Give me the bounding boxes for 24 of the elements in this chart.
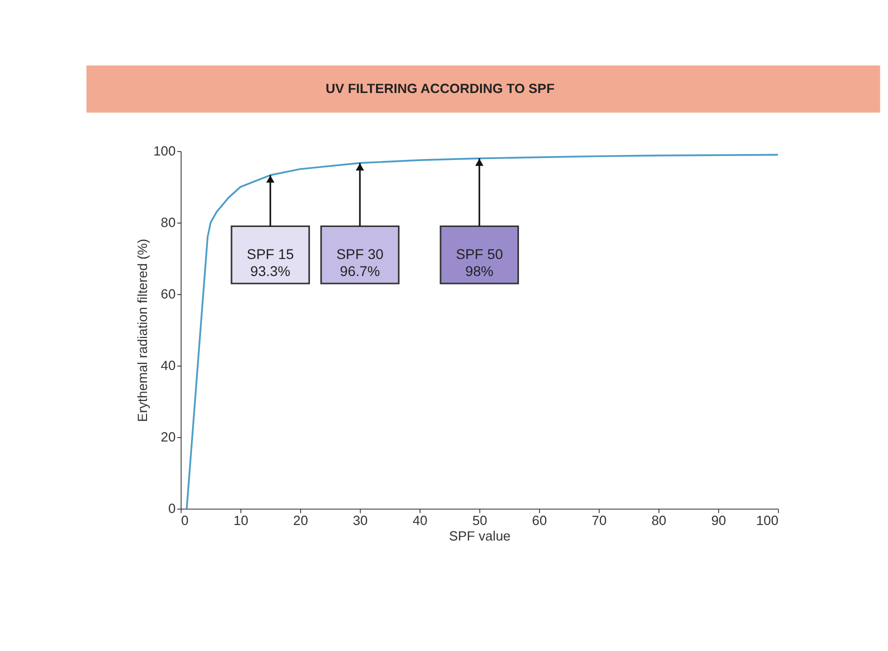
x-tick-label: 0 (181, 512, 189, 528)
x-tick-label: 40 (412, 512, 428, 528)
y-tick-label: 60 (160, 286, 176, 302)
x-tick-label: 60 (532, 512, 547, 528)
y-tick-label: 100 (153, 144, 176, 159)
chart-title: UV FILTERING ACCORDING TO SPF (326, 81, 554, 96)
annotation: SPF 30 96.7% (336, 246, 384, 280)
x-tick-label: 100 (756, 512, 778, 528)
x-tick-label: 90 (711, 512, 726, 528)
x-tick-label: 50 (472, 512, 488, 528)
y-tick-label: 0 (168, 501, 176, 516)
x-tick-label: 20 (293, 512, 308, 528)
x-tick-label: 30 (352, 512, 368, 528)
y-tick-label: 20 (160, 430, 176, 445)
x-axis-title: SPF value (448, 528, 511, 544)
y-axis-title: Erythemal radiation filtered (%) (135, 238, 150, 422)
annotation: SPF 50 98% (456, 246, 504, 280)
line-series (186, 154, 779, 510)
y-tick-label: 40 (160, 358, 176, 374)
annotation: SPF 15 93.3% (246, 246, 294, 280)
y-tick-label: 80 (160, 215, 176, 230)
x-tick-label: 10 (233, 512, 248, 528)
x-tick-label: 70 (592, 512, 607, 528)
x-tick-label: 80 (652, 512, 666, 528)
